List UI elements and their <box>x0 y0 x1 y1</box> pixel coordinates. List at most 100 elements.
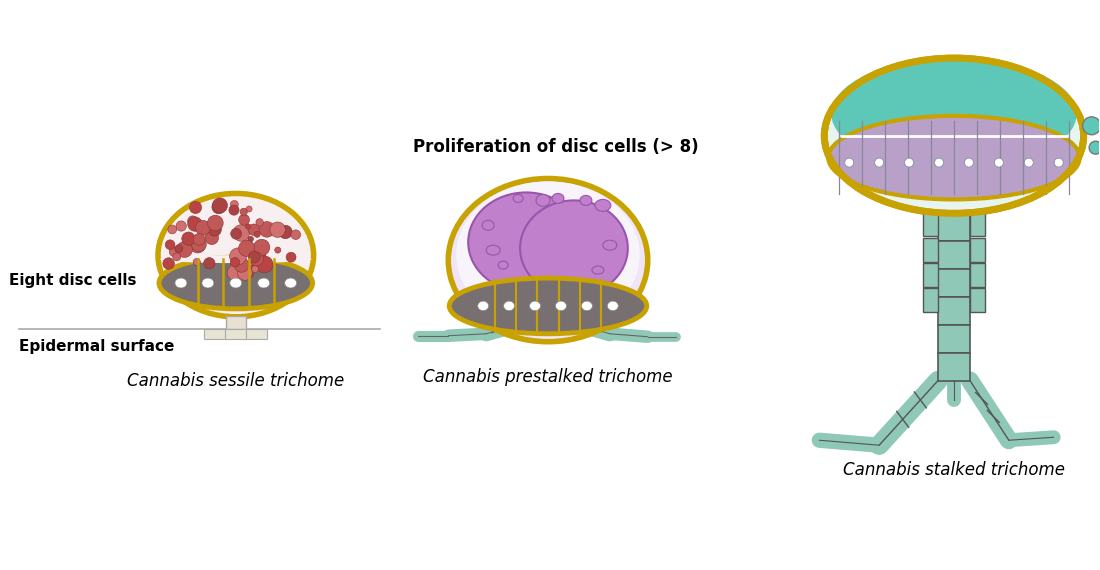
Text: Cannabis sessile trichome: Cannabis sessile trichome <box>128 372 344 389</box>
Ellipse shape <box>160 257 312 309</box>
Bar <box>923 263 938 287</box>
Bar <box>938 213 970 241</box>
Ellipse shape <box>449 178 648 342</box>
Ellipse shape <box>202 278 213 288</box>
Circle shape <box>163 258 175 269</box>
Ellipse shape <box>824 58 1084 213</box>
Ellipse shape <box>580 196 592 205</box>
Circle shape <box>205 231 219 245</box>
Ellipse shape <box>230 278 242 288</box>
Ellipse shape <box>536 194 550 206</box>
Circle shape <box>1082 117 1100 135</box>
Circle shape <box>194 258 200 266</box>
Circle shape <box>256 219 263 226</box>
Ellipse shape <box>160 255 311 263</box>
Circle shape <box>188 216 198 226</box>
Circle shape <box>191 237 207 252</box>
Circle shape <box>1024 158 1033 167</box>
Ellipse shape <box>520 201 628 296</box>
Ellipse shape <box>603 240 617 250</box>
Ellipse shape <box>556 301 566 311</box>
Bar <box>923 213 938 237</box>
Ellipse shape <box>285 278 297 288</box>
Ellipse shape <box>449 278 647 334</box>
Text: Cannabis prestalked trichome: Cannabis prestalked trichome <box>424 368 673 385</box>
Text: Cannabis stalked trichome: Cannabis stalked trichome <box>843 461 1065 479</box>
Circle shape <box>230 201 239 209</box>
Ellipse shape <box>469 193 584 292</box>
Bar <box>938 269 970 297</box>
Bar <box>923 238 938 262</box>
Circle shape <box>965 158 974 167</box>
Bar <box>204 329 224 339</box>
Circle shape <box>249 272 254 277</box>
Circle shape <box>248 236 253 242</box>
Circle shape <box>239 214 250 225</box>
Circle shape <box>240 208 248 215</box>
Bar <box>538 278 558 295</box>
Circle shape <box>230 248 246 265</box>
Circle shape <box>246 261 255 269</box>
Circle shape <box>286 253 296 262</box>
Circle shape <box>1054 158 1064 167</box>
Circle shape <box>194 233 205 245</box>
Circle shape <box>196 221 210 235</box>
Circle shape <box>188 217 202 231</box>
Circle shape <box>175 245 183 253</box>
Circle shape <box>212 198 228 213</box>
Bar <box>970 213 985 237</box>
Ellipse shape <box>504 301 515 311</box>
Ellipse shape <box>482 221 494 230</box>
Ellipse shape <box>477 301 488 311</box>
Text: Epidermal surface: Epidermal surface <box>20 339 175 354</box>
Bar <box>970 263 985 287</box>
Circle shape <box>214 200 225 210</box>
Ellipse shape <box>552 193 564 203</box>
Ellipse shape <box>158 193 314 317</box>
Circle shape <box>246 206 252 212</box>
Circle shape <box>845 158 854 167</box>
Circle shape <box>257 252 266 260</box>
Text: Proliferation of disc cells (> 8): Proliferation of disc cells (> 8) <box>414 138 698 156</box>
Circle shape <box>176 221 186 231</box>
Circle shape <box>233 225 250 241</box>
Ellipse shape <box>607 301 618 311</box>
Ellipse shape <box>595 200 610 211</box>
Circle shape <box>904 158 914 167</box>
Text: Eight disc cells: Eight disc cells <box>10 272 136 287</box>
Circle shape <box>208 223 221 236</box>
Circle shape <box>260 262 270 272</box>
Bar <box>923 288 938 312</box>
Circle shape <box>270 222 285 237</box>
Circle shape <box>175 246 182 253</box>
Circle shape <box>229 205 239 215</box>
Ellipse shape <box>513 194 524 202</box>
Circle shape <box>204 258 214 269</box>
Circle shape <box>292 230 300 239</box>
Circle shape <box>245 240 252 246</box>
Ellipse shape <box>592 266 604 274</box>
Bar <box>970 238 985 262</box>
Circle shape <box>168 225 177 234</box>
Circle shape <box>874 158 883 167</box>
Ellipse shape <box>486 245 500 255</box>
Bar <box>538 295 558 312</box>
Circle shape <box>248 260 253 266</box>
Circle shape <box>935 158 944 167</box>
Circle shape <box>250 253 263 266</box>
Circle shape <box>231 229 242 239</box>
Ellipse shape <box>257 278 270 288</box>
Circle shape <box>177 242 192 258</box>
Circle shape <box>1089 141 1100 154</box>
Circle shape <box>208 215 223 231</box>
Circle shape <box>275 247 280 253</box>
Circle shape <box>173 253 180 261</box>
Circle shape <box>245 224 251 229</box>
Bar <box>938 353 970 381</box>
Circle shape <box>250 249 255 254</box>
Circle shape <box>228 264 243 280</box>
Circle shape <box>189 201 201 214</box>
Circle shape <box>260 222 275 237</box>
Circle shape <box>239 241 255 256</box>
Bar <box>245 329 266 339</box>
